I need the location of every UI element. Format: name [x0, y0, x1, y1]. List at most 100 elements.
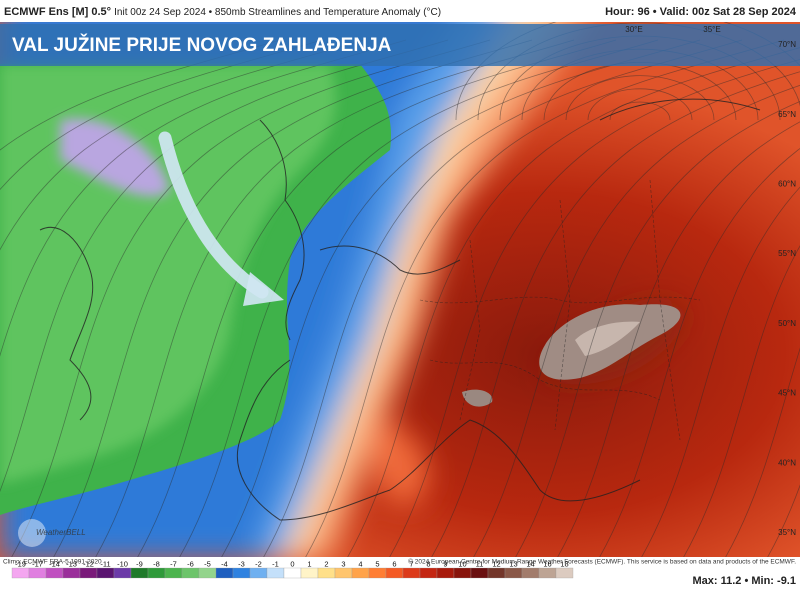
colorbar-swatch [181, 567, 200, 579]
colorbar-label: -17 [32, 559, 43, 568]
colorbar-swatch [198, 567, 217, 579]
colorbar-swatch [147, 567, 166, 579]
streamline [515, 101, 800, 557]
streamline [0, 39, 449, 492]
latitude-label: 35°N [778, 528, 796, 537]
colorbar-label: -3 [238, 559, 245, 568]
colorbar-label: 11 [476, 559, 484, 568]
colorbar-label: 1 [307, 559, 311, 568]
climo-note: Climo: ECMWF ERA-5 1991-2020 [3, 559, 102, 566]
max-value: 11.2 [721, 575, 742, 587]
banner [0, 24, 800, 66]
streamline [53, 39, 533, 557]
latitude-label: 70°N [778, 40, 796, 49]
streamline [641, 186, 800, 557]
streamline [0, 39, 407, 357]
streamline [683, 245, 800, 557]
streamline [587, 88, 693, 121]
colorbar-swatch [45, 567, 64, 579]
watermark-logo [18, 519, 46, 547]
latitude-label: 55°N [778, 249, 796, 258]
borders [419, 179, 701, 441]
colorbar-label: 16 [543, 559, 551, 568]
colorbar-label: -13 [66, 559, 77, 568]
colorbar-label: 9 [443, 559, 447, 568]
colorbar-swatch [334, 567, 353, 579]
colorbar-label: -6 [187, 559, 194, 568]
colorbar-swatch [521, 567, 540, 579]
streamline [477, 22, 800, 121]
latitude-label: 45°N [778, 389, 796, 398]
colorbar-swatch [28, 567, 47, 579]
colorbar-swatch [436, 567, 455, 579]
streamline [473, 84, 800, 557]
colorbar-label: 5 [375, 559, 379, 568]
colorbar-swatch [368, 567, 387, 579]
streamline [347, 47, 800, 557]
streamline [455, 22, 800, 121]
colorbar-swatch [232, 567, 251, 579]
colorbar-label: -19 [15, 559, 26, 568]
warm-core-small [462, 389, 493, 407]
banner-title: VAL JUŽINE PRIJE NOVOG ZAHLAĐENJA [12, 34, 392, 56]
colorbar-swatch [11, 567, 30, 579]
colorbar-swatch [385, 567, 404, 579]
colorbar-label: 12 [492, 559, 500, 568]
streamline [431, 71, 800, 557]
warm-core-inner [575, 321, 640, 356]
coastlines [39, 98, 761, 521]
colorbar-label: 8 [426, 559, 430, 568]
colorbar-label: -14 [49, 559, 60, 568]
watermark: WeatherBELL [36, 528, 86, 537]
colorbar-label: 6 [392, 559, 396, 568]
colorbar-label: 0 [290, 559, 294, 568]
streamline [557, 121, 800, 557]
colorbar-label: -11 [100, 559, 110, 568]
colorbar-label: 10 [458, 559, 466, 568]
colorbar-swatch [453, 567, 472, 579]
colorbar-swatch [419, 567, 438, 579]
colorbar-label: 2 [324, 559, 328, 568]
flow-arrow [158, 131, 269, 299]
colorbar-swatch [470, 567, 489, 579]
min-value: -9.1 [777, 575, 796, 587]
header-left: ECMWF Ens [M] 0.5° Init 00z 24 Sep 2024 … [4, 6, 441, 18]
colorbar-label: 14 [526, 559, 534, 568]
colorbar-swatch [164, 567, 183, 579]
streamlines [0, 22, 800, 557]
streamline [137, 39, 617, 557]
latitude-label: 65°N [778, 110, 796, 119]
colorbar-swatch [113, 567, 132, 579]
colorbar-label: 7 [409, 559, 413, 568]
colorbar-swatch [249, 567, 268, 579]
colorbar-swatch [215, 567, 234, 579]
colorbar-label: 18 [560, 559, 568, 568]
map-area: VAL JUŽINE PRIJE NOVOG ZAHLAĐENJA Weathe… [0, 22, 800, 557]
colorbar-label: -2 [255, 559, 262, 568]
streamline [0, 39, 281, 151]
colorbar-swatch [351, 567, 370, 579]
colorbar-swatch [317, 567, 336, 579]
streamline [179, 39, 659, 557]
colorbar-swatch [79, 567, 98, 579]
streamline [0, 39, 365, 251]
colorbar-label: -9 [136, 559, 143, 568]
streamline [599, 148, 800, 557]
colorbar-swatch [487, 567, 506, 579]
colorbar-swatch [402, 567, 421, 579]
colorbar-label: -7 [170, 559, 177, 568]
latitude-label: 50°N [778, 319, 796, 328]
streamline [11, 39, 491, 557]
colorbar-swatch [555, 567, 574, 579]
copyright: © 2024 European Centre for Medium-Range … [408, 558, 796, 566]
colorbar-label: 13 [509, 559, 517, 568]
longitude-label: 35°E [703, 25, 720, 34]
streamline [609, 101, 671, 121]
run-details: Init 00z 24 Sep 2024 • 850mb Streamlines… [114, 7, 441, 18]
colorbar-swatch [266, 567, 285, 579]
cold-core [60, 118, 170, 197]
max-min: Max: 11.2 • Min: -9.1 [692, 575, 796, 587]
colorbar-swatch [283, 567, 302, 579]
colorbar-label: -8 [153, 559, 160, 568]
